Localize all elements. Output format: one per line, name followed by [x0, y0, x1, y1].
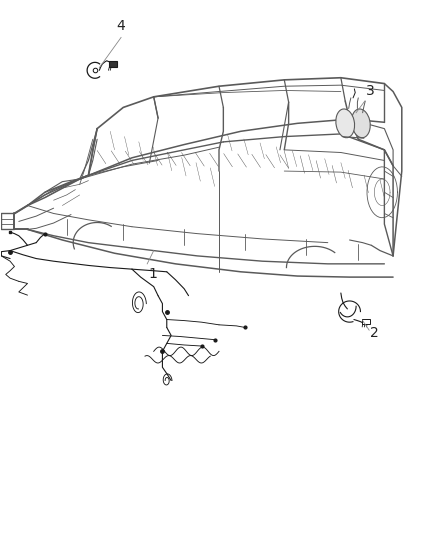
Bar [362, 319, 370, 324]
Text: 3: 3 [366, 84, 375, 98]
Bar [110, 61, 117, 67]
Text: 1: 1 [148, 266, 157, 280]
Ellipse shape [352, 109, 370, 138]
Ellipse shape [336, 109, 355, 138]
Text: 2: 2 [371, 326, 379, 340]
Text: 4: 4 [117, 19, 125, 33]
